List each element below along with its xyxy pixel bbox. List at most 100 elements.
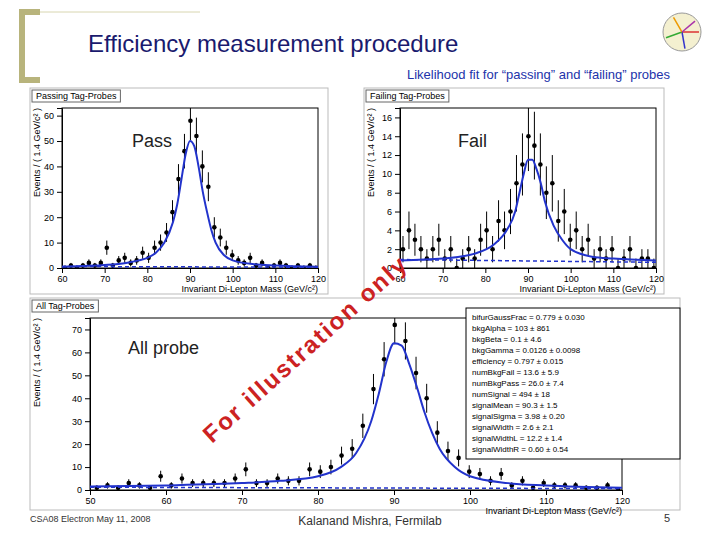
x-tick-mark [318, 490, 319, 495]
y-axis-line [85, 319, 91, 491]
x-tick-mark [394, 490, 395, 495]
y-tick-mark [395, 249, 400, 250]
x-tick-mark [443, 268, 444, 273]
y-tick: 30 [72, 417, 90, 427]
data-point [586, 237, 591, 242]
x-tick-mark [190, 268, 191, 273]
data-point [414, 371, 419, 376]
y-tick: 8 [387, 188, 400, 198]
data-point [401, 247, 406, 252]
title-rule [40, 12, 200, 13]
data-point [562, 209, 567, 214]
x-tick-label: 70 [438, 274, 448, 284]
data-point [116, 258, 121, 263]
panel-label: All probe [128, 338, 199, 358]
data-point [403, 339, 408, 344]
error-bar [528, 108, 529, 171]
data-point [652, 266, 656, 268]
data-point [496, 219, 501, 224]
data-point [437, 237, 442, 242]
x-tick-label: 80 [313, 496, 323, 506]
data-point [278, 261, 283, 266]
y-tick: 60 [44, 111, 62, 121]
data-point [140, 250, 145, 255]
x-tick-label: 60 [161, 496, 171, 506]
data-point [158, 474, 163, 479]
x-tick: 80 [143, 268, 153, 284]
y-axis-line [57, 109, 63, 269]
chart-title-box [32, 90, 120, 102]
data-point [170, 210, 175, 215]
logo-ray [682, 21, 695, 32]
data-point [126, 481, 131, 486]
data-point [318, 469, 323, 474]
slide-subtitle: Likelihood fit for “passing” and “failin… [407, 67, 671, 82]
watermark: For illustration only [197, 250, 413, 448]
y-tick: 40 [44, 162, 62, 172]
x-tick-label: 100 [463, 496, 478, 506]
data-point [407, 228, 412, 233]
x-tick-label: 70 [100, 274, 110, 284]
data-point [392, 323, 397, 328]
data-point [248, 256, 253, 261]
x-axis: 5060708090100110120 [85, 490, 630, 506]
y-axis-line [395, 109, 401, 269]
stats-entry: bkgGamma = 0.0126 ± 0.0098 [472, 346, 581, 355]
y-tick: 16 [382, 113, 400, 123]
chart-panel: Failing Tag-Probes6070809010011012002468… [364, 88, 664, 294]
logo-ray [666, 32, 682, 38]
x-tick-mark [622, 490, 623, 495]
plot-marks [400, 108, 656, 268]
x-tick-mark [485, 268, 486, 273]
title-bracket [22, 12, 40, 80]
data-point [230, 253, 235, 258]
chart-title-box [366, 90, 449, 102]
chart-panel: Passing Tag-Probes6070809010011012001020… [30, 88, 328, 294]
y-tick: 10 [72, 462, 90, 472]
y-tick: 10 [44, 238, 62, 248]
data-point [194, 134, 199, 139]
data-point [448, 247, 453, 252]
x-tick-mark [571, 268, 572, 273]
data-point [467, 469, 472, 474]
y-tick-mark [85, 421, 90, 422]
panel-frame [364, 88, 664, 294]
y-tick-mark [85, 444, 90, 445]
x-tick-label: 90 [523, 274, 533, 284]
logo [663, 13, 701, 51]
x-tick: 80 [481, 268, 491, 284]
error-bar [190, 108, 191, 140]
y-tick: 60 [72, 348, 90, 358]
x-tick: 50 [85, 490, 95, 506]
y-tick-mark [57, 141, 62, 142]
y-tick: 12 [382, 150, 400, 160]
y-tick: 30 [44, 187, 62, 197]
data-point [574, 228, 579, 233]
x-tick-label: 110 [539, 496, 553, 506]
stats-entry: efficiency = 0.797 ± 0.015 [472, 357, 564, 366]
data-point [419, 247, 424, 252]
y-tick-mark [395, 230, 400, 231]
y-tick: 20 [44, 213, 62, 223]
data-point [152, 245, 157, 250]
data-point [188, 118, 193, 123]
footer-left: CSA08 Electron May 11, 2008 [30, 514, 150, 524]
y-tick-mark [57, 116, 62, 117]
data-point [307, 467, 312, 472]
y-tick-label: 10 [72, 462, 82, 472]
data-point [478, 237, 483, 242]
y-tick-label: 16 [382, 113, 392, 123]
x-tick: 70 [438, 268, 448, 284]
y-axis: 010203040506070 [72, 319, 91, 496]
stats-box: bifurGaussFrac = 0.779 ± 0.030bkgAlpha =… [466, 308, 680, 459]
y-tick-label: 10 [44, 238, 54, 248]
slide-canvas: Efficiency measurement procedureLikeliho… [0, 0, 720, 540]
page-number: 5 [664, 512, 670, 524]
footer-center: Kalanand Mishra, Fermilab [298, 514, 442, 528]
x-tick-label: 100 [226, 274, 241, 284]
y-tick-label: 60 [72, 348, 82, 358]
x-axis-line [63, 269, 319, 274]
data-point [580, 247, 585, 252]
data-point [158, 240, 163, 245]
x-axis-line [91, 491, 623, 496]
